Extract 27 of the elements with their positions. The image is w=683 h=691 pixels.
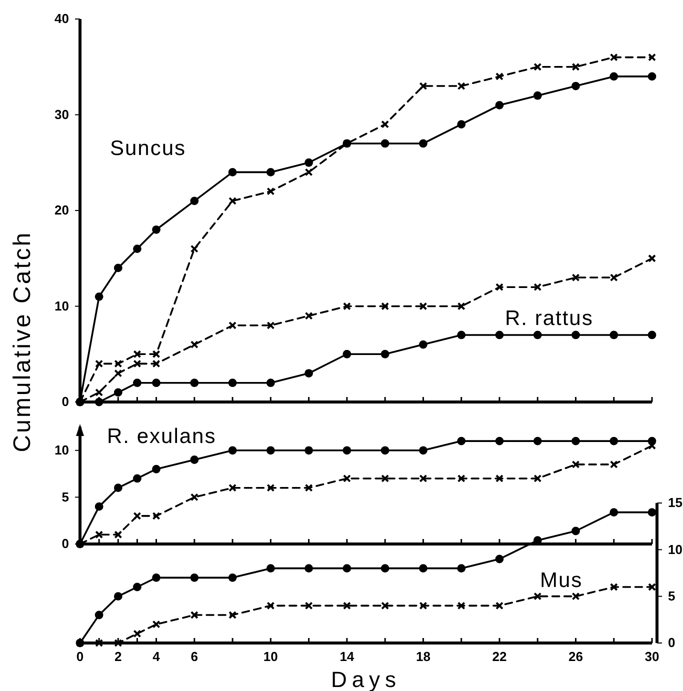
x-tick-label: 18 — [416, 649, 430, 664]
x-tick-label: 14 — [340, 649, 355, 664]
y-tick-label: 5 — [62, 489, 69, 504]
y-tick-label: 0 — [62, 394, 69, 410]
x-tick-label: 22 — [492, 649, 507, 664]
annotation: R. rattus — [505, 307, 594, 330]
y-tick-label: 20 — [54, 202, 69, 218]
x-tick-label: 6 — [190, 649, 198, 664]
x-tick-label: 30 — [644, 649, 660, 664]
x-tick-label: 26 — [568, 649, 583, 664]
annotation: Suncus — [110, 137, 186, 160]
y-tick-label: 10 — [668, 542, 682, 557]
y-tick-label: 5 — [668, 588, 676, 604]
x-tick-label: 0 — [76, 649, 84, 664]
y-tick-label: 10 — [54, 298, 69, 314]
annotation: Mus — [540, 569, 583, 592]
y-axis-title: Cumulative Catch — [9, 230, 36, 452]
y-tick-label: 0 — [668, 635, 676, 650]
y-tick-label: 0 — [62, 536, 69, 552]
y-tick-label: 10 — [54, 442, 69, 458]
x-tick-label: 2 — [114, 649, 122, 664]
x-tick-label: 10 — [263, 649, 278, 664]
y-tick-label: 30 — [54, 106, 69, 122]
x-tick-label: 4 — [152, 649, 161, 664]
y-tick-label: 40 — [54, 11, 69, 26]
y-tick-label: 15 — [668, 495, 682, 510]
annotation: R. exulans — [107, 425, 216, 448]
